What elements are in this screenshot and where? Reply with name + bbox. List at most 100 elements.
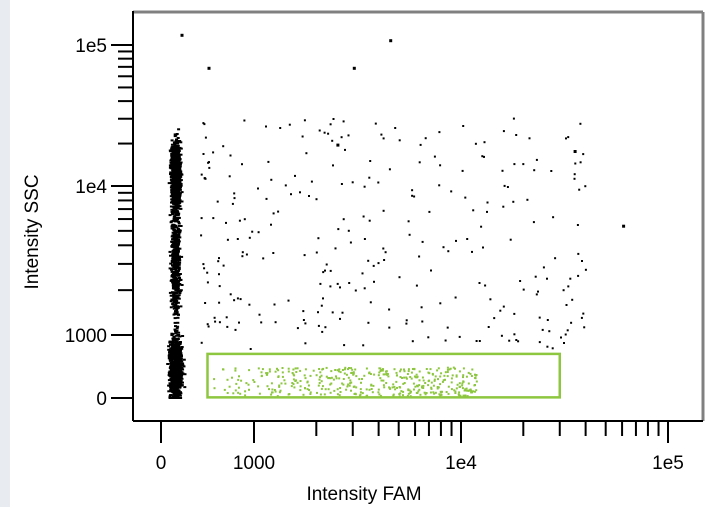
scattered-event bbox=[203, 177, 206, 180]
population-event bbox=[177, 294, 181, 297]
gated-event bbox=[470, 375, 473, 377]
population-event bbox=[168, 382, 172, 385]
population-event bbox=[176, 287, 180, 290]
scattered-event bbox=[218, 273, 220, 276]
population-event bbox=[170, 241, 174, 244]
population-event bbox=[170, 157, 174, 160]
population-event bbox=[173, 321, 177, 324]
scattered-event bbox=[315, 251, 318, 254]
population-event bbox=[166, 363, 170, 365]
population-event bbox=[175, 218, 179, 221]
population-event bbox=[176, 316, 180, 319]
population-event bbox=[174, 164, 178, 167]
scattered-event bbox=[493, 317, 496, 320]
gated-event bbox=[436, 369, 439, 372]
gated-event bbox=[428, 372, 431, 375]
gate-rectangle[interactable] bbox=[206, 352, 562, 399]
scattered-event bbox=[420, 306, 423, 309]
gated-event bbox=[466, 395, 469, 398]
gated-event bbox=[403, 382, 406, 384]
scattered-event bbox=[362, 215, 365, 218]
gated-event bbox=[336, 388, 339, 391]
population-event bbox=[172, 383, 176, 386]
gated-event bbox=[381, 369, 384, 372]
gated-event bbox=[416, 375, 419, 378]
gated-event bbox=[465, 387, 468, 390]
population-event bbox=[177, 233, 181, 236]
gated-event bbox=[234, 369, 237, 372]
gated-event bbox=[244, 390, 247, 393]
population-event bbox=[176, 383, 180, 386]
scattered-event bbox=[277, 210, 280, 213]
gated-event bbox=[324, 388, 327, 391]
gated-event bbox=[342, 383, 345, 386]
scattered-event bbox=[332, 118, 335, 120]
gated-event bbox=[347, 383, 350, 386]
population-event bbox=[170, 208, 174, 211]
population-event bbox=[173, 375, 177, 378]
scattered-event bbox=[348, 282, 351, 284]
population-event bbox=[167, 371, 171, 374]
population-event bbox=[177, 201, 181, 204]
population-event bbox=[174, 251, 178, 253]
population-event bbox=[171, 371, 174, 374]
scattered-event bbox=[218, 321, 221, 324]
population-event bbox=[171, 212, 175, 215]
scattered-event bbox=[584, 268, 587, 271]
gated-event bbox=[341, 369, 344, 371]
population-event bbox=[173, 135, 177, 138]
scattered-event bbox=[551, 347, 554, 350]
scattered-event bbox=[552, 216, 555, 219]
scattered-event bbox=[222, 145, 225, 148]
gated-event bbox=[462, 394, 465, 397]
population-event bbox=[172, 276, 176, 279]
scattered-event bbox=[483, 141, 486, 144]
gated-event bbox=[429, 368, 432, 371]
population-event bbox=[174, 162, 178, 165]
gated-event bbox=[422, 387, 425, 389]
population-event bbox=[179, 207, 183, 210]
gated-event bbox=[296, 381, 299, 384]
population-event bbox=[178, 147, 182, 150]
gated-event bbox=[359, 388, 362, 391]
population-event bbox=[177, 331, 181, 334]
gated-event bbox=[271, 388, 274, 391]
gated-event bbox=[403, 370, 406, 373]
gated-event bbox=[467, 382, 470, 385]
population-event bbox=[175, 189, 179, 192]
population-event bbox=[169, 205, 173, 208]
gated-event bbox=[392, 383, 395, 386]
gated-event bbox=[421, 385, 424, 388]
gated-event bbox=[332, 378, 335, 381]
scattered-event bbox=[342, 120, 345, 123]
gated-event bbox=[398, 386, 401, 388]
population-event bbox=[178, 256, 181, 259]
population-event bbox=[175, 286, 179, 288]
population-event bbox=[179, 141, 183, 144]
gated-event bbox=[299, 385, 302, 388]
gated-event bbox=[405, 376, 408, 379]
population-event bbox=[178, 364, 182, 367]
population-event bbox=[173, 173, 177, 176]
population-event bbox=[171, 264, 174, 267]
gated-event bbox=[437, 367, 440, 370]
population-event bbox=[168, 373, 171, 376]
gated-event bbox=[445, 391, 448, 393]
gated-event bbox=[309, 374, 312, 377]
scattered-event bbox=[233, 192, 236, 195]
population-event bbox=[178, 273, 182, 275]
scattered-event bbox=[533, 169, 536, 172]
population-event bbox=[171, 227, 175, 230]
population-event bbox=[173, 246, 177, 249]
gated-event bbox=[339, 391, 342, 393]
gated-event bbox=[412, 382, 415, 385]
gated-event bbox=[348, 367, 350, 369]
gated-event bbox=[347, 376, 350, 379]
gated-event bbox=[261, 368, 264, 371]
gated-event bbox=[406, 373, 409, 375]
gated-event bbox=[450, 381, 453, 384]
scattered-event bbox=[229, 154, 232, 157]
event-layer bbox=[166, 33, 626, 399]
population-event bbox=[170, 235, 174, 238]
scattered-event bbox=[287, 299, 290, 302]
